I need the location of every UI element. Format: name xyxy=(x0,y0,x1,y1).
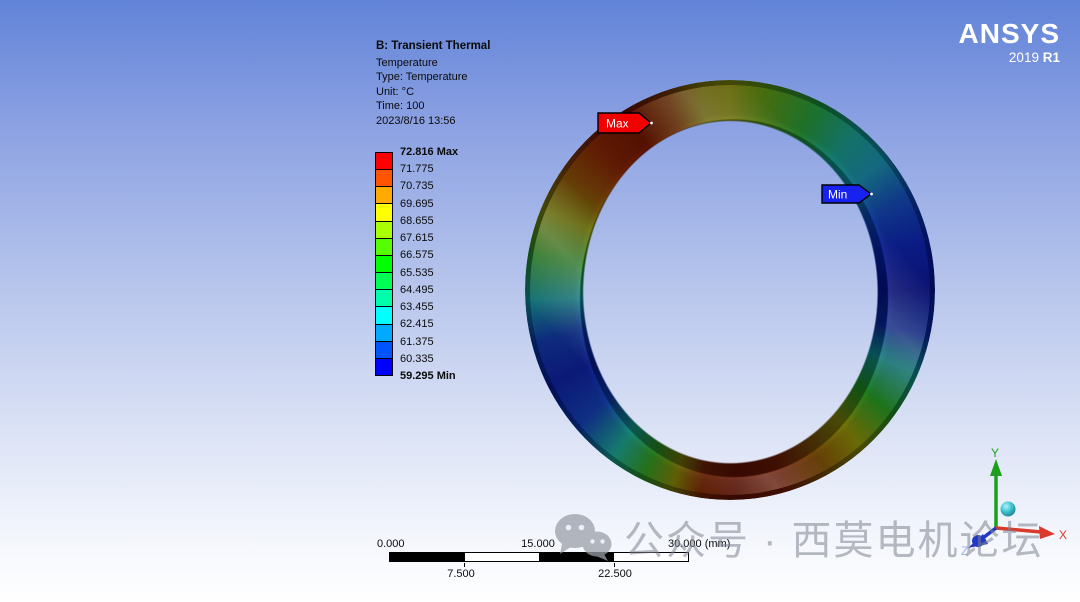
legend-color-cell xyxy=(375,289,393,308)
z-axis-ball xyxy=(972,535,984,547)
legend-value: 59.295 Min xyxy=(400,370,456,382)
legend-color-cell xyxy=(375,323,393,342)
legend-color-cell xyxy=(375,203,393,222)
scale-ruler: 0.000 15.000 30.000 (mm) 7.500 22.500 xyxy=(370,538,770,588)
triad-isometric-ball[interactable] xyxy=(1000,501,1016,517)
legend-color-cell xyxy=(375,220,393,239)
ruler-segment xyxy=(613,553,688,561)
legend-value: 60.335 xyxy=(400,352,434,365)
min-flag[interactable]: Min xyxy=(821,184,877,204)
min-anchor-dot xyxy=(870,192,873,196)
ruler-label-15: 15.000 xyxy=(521,538,555,550)
result-info-line: Type: Temperature xyxy=(376,71,468,84)
legend-value: 71.775 xyxy=(400,163,434,176)
result-info-block: B: Transient Thermal Temperature Type: Te… xyxy=(376,40,490,127)
ring-inner-shading xyxy=(530,85,930,495)
max-flag-shape xyxy=(597,112,653,134)
ring-highlight xyxy=(530,85,930,495)
legend-value: 69.695 xyxy=(400,197,434,210)
legend-color-cell xyxy=(375,169,393,188)
legend-value: 62.415 xyxy=(400,318,434,331)
ansys-logo-text: ANSYS xyxy=(958,18,1060,49)
legend-color-cell xyxy=(375,254,393,274)
legend-color-cell xyxy=(375,152,393,171)
result-title: B: Transient Thermal xyxy=(376,40,491,52)
result-info-lines: Temperature Type: Temperature Unit: °C Time… xyxy=(376,57,490,127)
legend-value: 67.615 xyxy=(400,232,434,245)
ruler-label-30mm: 30.000 (mm) xyxy=(668,538,731,550)
ruler-segment xyxy=(390,553,465,561)
y-axis-label: Y xyxy=(991,446,999,460)
legend-color-cell xyxy=(375,357,393,377)
ruler-bar xyxy=(389,552,689,562)
ruler-tick-22-5 xyxy=(614,563,615,567)
legend-value: 61.375 xyxy=(400,335,434,348)
legend-value: 64.495 xyxy=(400,283,434,296)
legend-value: 66.575 xyxy=(400,249,434,262)
max-anchor-dot xyxy=(650,121,653,125)
y-axis-arrowhead xyxy=(990,459,1002,476)
legend-color-cell xyxy=(375,272,393,291)
max-flag-label: Max xyxy=(606,117,629,131)
orientation-triad[interactable]: Y X Z xyxy=(945,445,1080,560)
legend-color-cell xyxy=(375,237,393,256)
ruler-segment xyxy=(464,553,539,561)
legend-value: 72.816 Max xyxy=(400,146,459,158)
x-axis-label: X xyxy=(1059,528,1067,542)
max-flag[interactable]: Max xyxy=(597,112,657,134)
legend-color-cell xyxy=(375,186,393,205)
ansys-release: 2019 xyxy=(1008,50,1039,65)
result-info-line: Time: 100 xyxy=(376,100,425,113)
ruler-tick-7-5 xyxy=(464,563,465,567)
result-info-line: 2023/8/16 13:56 xyxy=(376,114,456,127)
x-axis-arrowhead xyxy=(1039,526,1055,539)
ruler-label-7-5: 7.500 xyxy=(447,568,475,580)
ruler-segment xyxy=(539,553,614,561)
legend-value: 68.655 xyxy=(400,214,434,227)
z-axis-label: Z xyxy=(961,544,968,558)
result-info-line: Unit: °C xyxy=(376,85,415,98)
result-info-line: Temperature xyxy=(376,57,438,69)
ring-model[interactable] xyxy=(530,85,930,495)
ansys-version: 2019 R1 xyxy=(940,51,1060,65)
legend-color-cell xyxy=(375,306,393,325)
min-flag-shape xyxy=(821,184,873,204)
legend-colorbar xyxy=(375,152,393,377)
ruler-label-0: 0.000 xyxy=(377,538,405,550)
legend-value: 70.735 xyxy=(400,180,434,193)
legend-value: 63.455 xyxy=(400,301,434,314)
legend-value: 65.535 xyxy=(400,266,434,279)
legend-color-cell xyxy=(375,340,393,359)
ansys-revision: R1 xyxy=(1042,50,1060,65)
ansys-logo: ANSYS 2019 R1 xyxy=(940,20,1060,65)
x-axis-arrow[interactable] xyxy=(995,526,1042,534)
min-flag-label: Min xyxy=(828,188,847,202)
ruler-label-22-5: 22.500 xyxy=(598,568,632,580)
